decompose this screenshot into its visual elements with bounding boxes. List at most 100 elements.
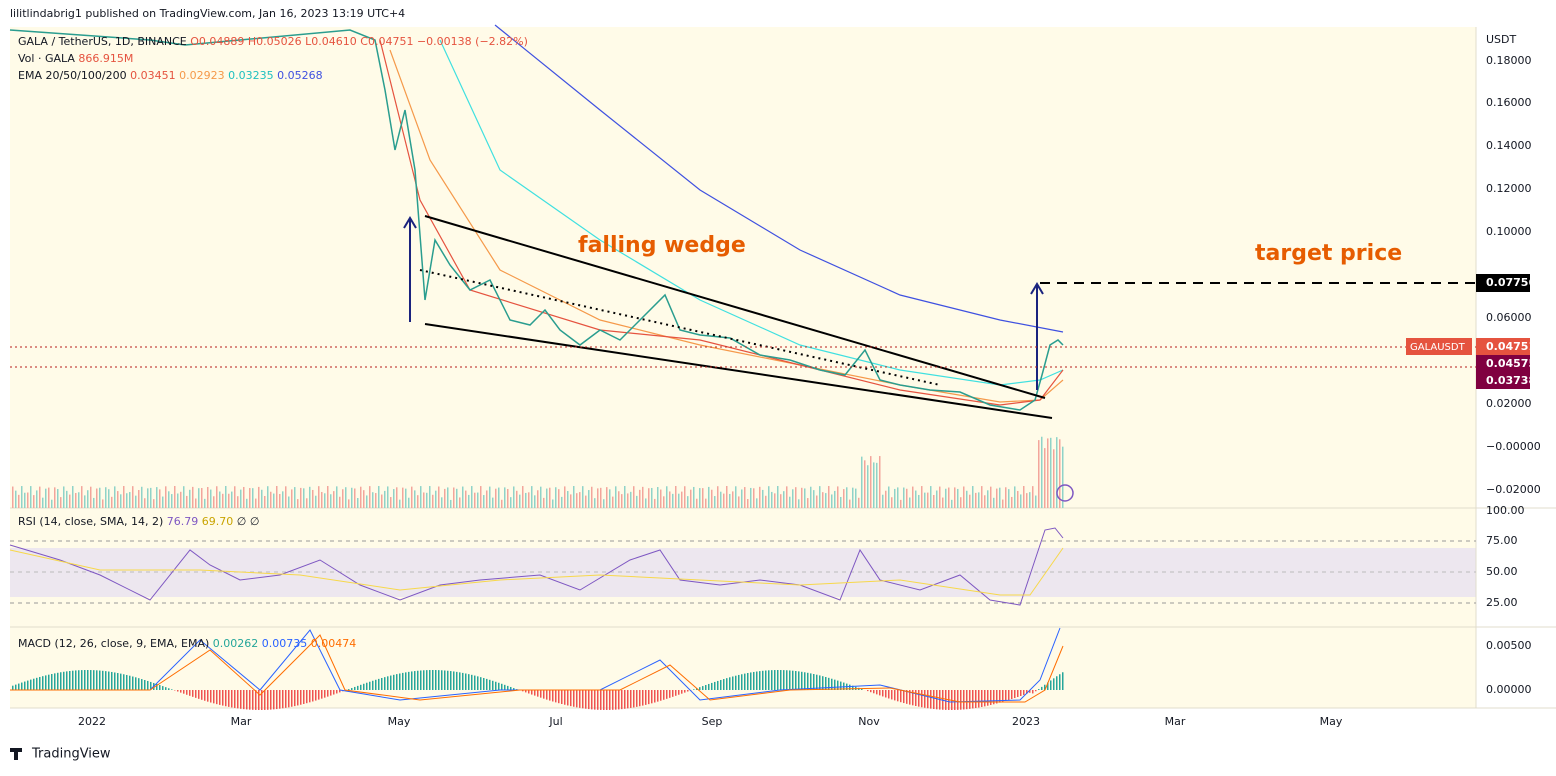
- macd-bar: [240, 690, 242, 709]
- volume-bar: [216, 486, 218, 508]
- price-tick: 0.10000: [1486, 225, 1532, 238]
- macd-bar: [24, 682, 26, 690]
- volume-bar: [810, 487, 812, 508]
- volume-bar: [165, 486, 167, 508]
- volume-bar: [705, 499, 707, 508]
- volume-bar: [357, 498, 359, 508]
- macd-bar: [747, 673, 749, 690]
- macd-bar: [357, 686, 359, 690]
- volume-bar: [21, 486, 23, 508]
- macd-bar: [177, 690, 179, 692]
- macd-bar: [393, 675, 395, 690]
- volume-bar: [363, 490, 365, 508]
- volume-bar: [873, 462, 875, 508]
- volume-bar: [417, 495, 419, 508]
- volume-bar: [24, 493, 26, 508]
- macd-bar: [735, 676, 737, 690]
- macd-bar: [708, 684, 710, 690]
- volume-bar: [99, 488, 101, 508]
- volume-bar: [345, 487, 347, 508]
- wedge-label: falling wedge: [578, 233, 746, 258]
- volume-bar: [924, 493, 926, 508]
- macd-bar: [870, 690, 872, 692]
- volume-bar: [630, 492, 632, 508]
- macd-bar: [795, 671, 797, 690]
- macd-bar: [387, 676, 389, 690]
- macd-bar: [927, 690, 929, 708]
- volume-bar: [789, 497, 791, 508]
- rsi-tick: 75.00: [1486, 534, 1518, 547]
- volume-bar: [333, 491, 335, 508]
- volume-bar: [267, 486, 269, 508]
- volume-bar: [909, 497, 911, 508]
- volume-bar: [129, 492, 131, 508]
- volume-bar: [378, 486, 380, 508]
- macd-bar: [306, 690, 308, 703]
- macd-bar: [642, 690, 644, 706]
- volume-bar: [66, 491, 68, 508]
- volume-bar: [54, 487, 56, 508]
- macd-bar: [471, 675, 473, 690]
- macd-bar: [540, 690, 542, 698]
- macd-bar: [657, 690, 659, 702]
- macd-bar: [309, 690, 311, 702]
- macd-bar: [291, 690, 293, 707]
- volume-bar: [453, 487, 455, 508]
- volume-bar: [966, 491, 968, 508]
- macd-bar: [126, 675, 128, 690]
- volume-bar: [438, 486, 440, 508]
- volume-bar: [255, 499, 257, 508]
- macd-bar: [1050, 680, 1052, 690]
- volume-bar: [777, 486, 779, 508]
- volume-bar: [318, 486, 320, 508]
- volume-bar: [300, 488, 302, 508]
- macd-bar: [354, 687, 356, 690]
- macd-bar: [1062, 672, 1064, 690]
- macd-bar: [873, 690, 875, 693]
- macd-bar: [609, 690, 611, 710]
- macd-bar: [1038, 689, 1040, 690]
- volume-bar: [663, 496, 665, 508]
- volume-bar: [651, 488, 653, 508]
- macd-bar: [639, 690, 641, 706]
- volume-bar: [822, 492, 824, 508]
- volume-bar: [90, 487, 92, 508]
- volume-bar: [954, 487, 956, 508]
- volume-bar: [489, 487, 491, 508]
- volume-bar: [171, 494, 173, 508]
- macd-bar: [228, 690, 230, 707]
- macd-bar: [420, 670, 422, 690]
- volume-bar: [372, 492, 374, 508]
- volume-bar: [84, 495, 86, 508]
- macd-bar: [429, 670, 431, 690]
- volume-bar: [1002, 500, 1004, 508]
- macd-bar: [36, 678, 38, 690]
- macd-bar: [318, 690, 320, 700]
- volume-bar: [48, 488, 50, 508]
- volume-bar: [618, 491, 620, 508]
- volume-bar: [243, 487, 245, 508]
- macd-bar: [483, 678, 485, 690]
- macd-bar: [615, 690, 617, 710]
- volume-bar: [624, 486, 626, 508]
- volume-bar: [1017, 491, 1019, 508]
- volume-bar: [111, 497, 113, 508]
- macd-bar: [411, 671, 413, 690]
- macd-bar: [96, 670, 98, 690]
- volume-bar: [900, 500, 902, 508]
- macd-bar: [486, 679, 488, 690]
- volume-bar: [153, 499, 155, 508]
- macd-bar: [543, 690, 545, 699]
- time-tick: Sep: [702, 715, 723, 728]
- volume-bar: [81, 486, 83, 508]
- volume-bar: [195, 499, 197, 508]
- volume-bar: [27, 493, 29, 508]
- macd-bar: [321, 690, 323, 699]
- volume-bar: [975, 493, 977, 508]
- macd-bar: [606, 690, 608, 710]
- macd-bar: [627, 690, 629, 708]
- macd-bar: [465, 673, 467, 690]
- volume-bar: [720, 492, 722, 508]
- macd-bar: [165, 687, 167, 690]
- macd-bar: [93, 670, 95, 690]
